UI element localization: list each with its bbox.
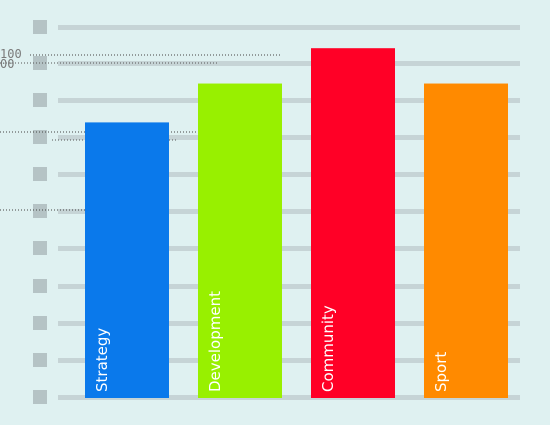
gridline — [58, 321, 520, 326]
y-tick-mark — [33, 279, 47, 293]
y-tick-mark — [33, 353, 47, 367]
gridline — [58, 395, 520, 400]
gridline — [58, 61, 520, 66]
annotation-label-00: 00 — [0, 57, 14, 71]
bar-community — [311, 48, 395, 398]
y-tick-mark — [33, 93, 47, 107]
bar-label-community: Community — [319, 305, 337, 392]
gridline — [58, 25, 520, 30]
bar-development — [198, 83, 282, 399]
bar-label-strategy: Strategy — [93, 328, 111, 392]
bar-sport — [424, 83, 508, 399]
bar-label-development: Development — [206, 291, 224, 392]
gridline — [58, 284, 520, 289]
y-tick-mark — [33, 20, 47, 34]
y-tick-mark — [33, 130, 47, 144]
gridline — [58, 98, 520, 103]
y-tick-mark — [33, 167, 47, 181]
bar-label-sport: Sport — [432, 352, 450, 392]
gridline — [58, 358, 520, 363]
gridlines — [33, 20, 520, 404]
bars — [85, 48, 508, 399]
gridline — [58, 246, 520, 251]
bar-labels: Strategy Development Community Sport — [93, 291, 450, 392]
y-tick-mark — [33, 241, 47, 255]
bar-strategy — [85, 122, 169, 399]
y-tick-mark — [33, 390, 47, 404]
gridline — [58, 135, 520, 140]
y-tick-mark — [33, 56, 47, 70]
annotation-label-100: 100 — [0, 47, 22, 61]
gridline — [58, 172, 520, 177]
y-tick-mark — [33, 204, 47, 218]
gridline — [58, 209, 520, 214]
y-tick-mark — [33, 316, 47, 330]
